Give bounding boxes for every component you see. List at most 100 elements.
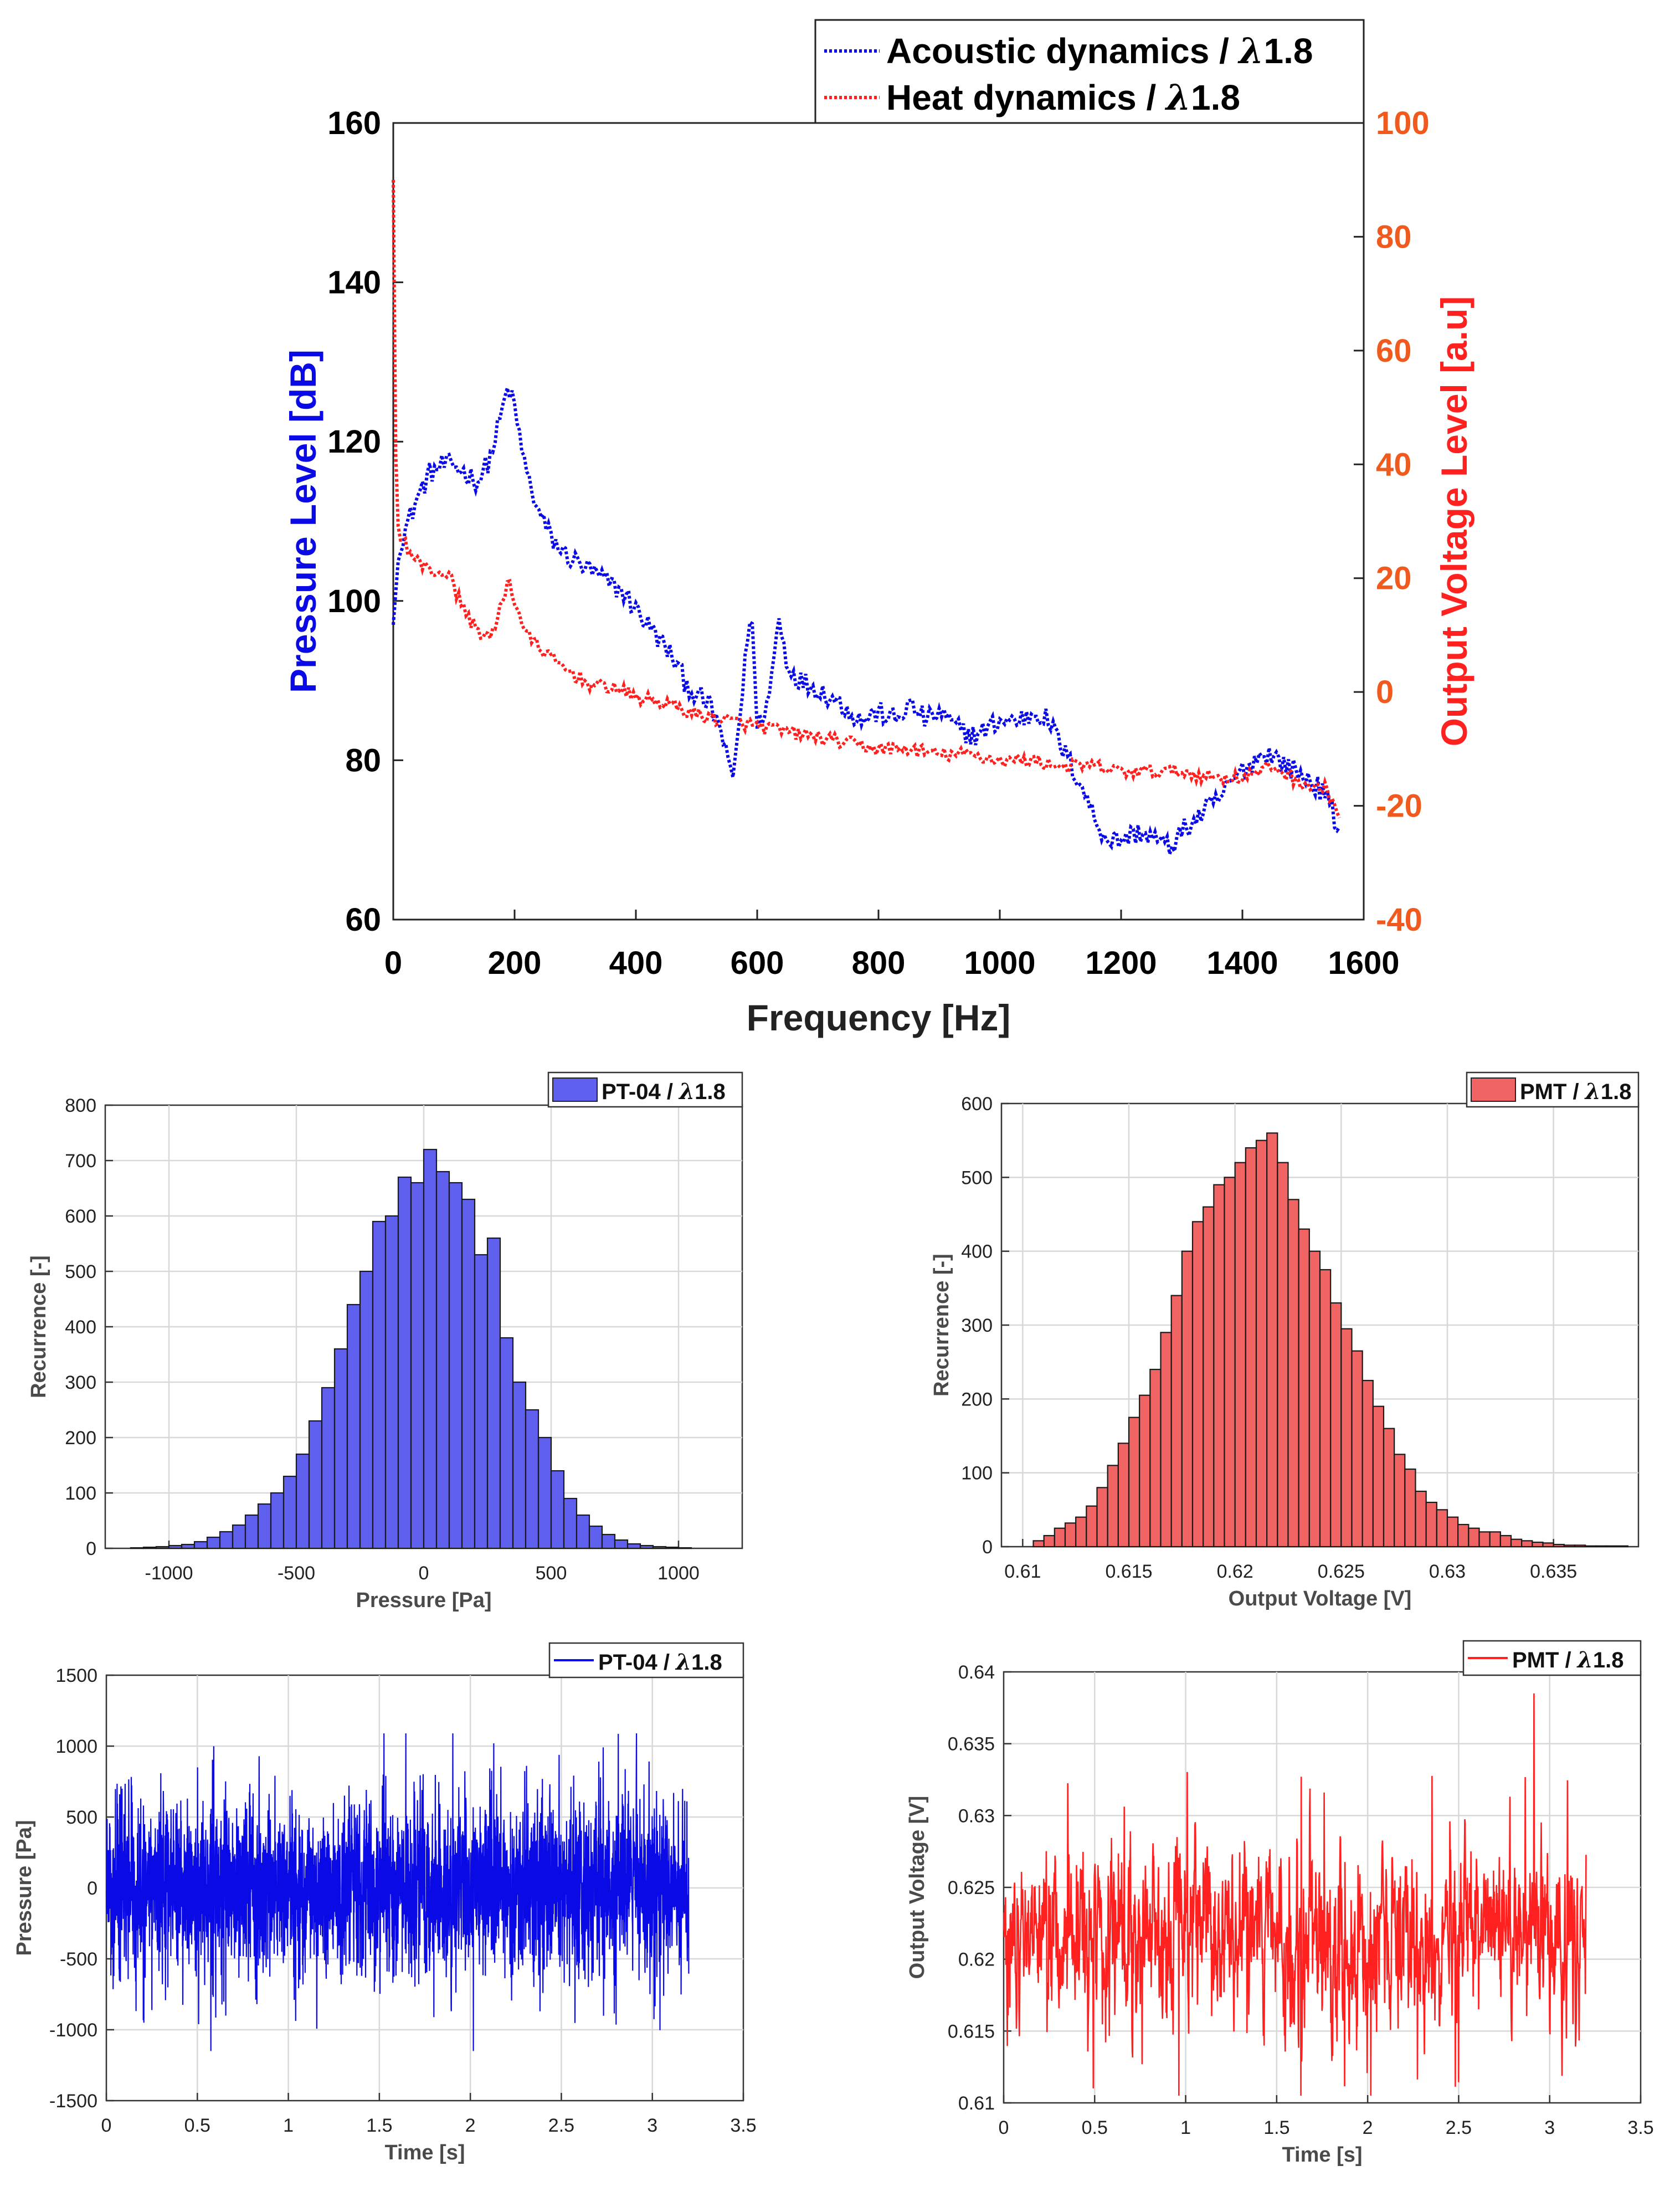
hist-pressure-bar bbox=[525, 1409, 540, 1549]
hist-voltage-bar bbox=[1181, 1250, 1194, 1548]
spectrum-y2tick-label: -20 bbox=[1376, 788, 1422, 824]
spectrum-ytick-label: 60 bbox=[345, 902, 381, 938]
hist-pressure-bar bbox=[410, 1182, 425, 1549]
hist-voltage-bar bbox=[1436, 1509, 1448, 1548]
hist-voltage-ytick-label: 200 bbox=[961, 1389, 993, 1410]
time-voltage-xtick-label: 0.5 bbox=[1082, 2117, 1108, 2138]
time-voltage-xtick-label: 1 bbox=[1180, 2117, 1191, 2138]
time-pressure-legend-label: PT-04 / λ1.8 bbox=[598, 1649, 722, 1675]
hist-pressure-bar bbox=[448, 1182, 463, 1549]
spectrum-y2tick-label: 60 bbox=[1376, 333, 1412, 369]
spectrum-y2label: Output Voltage Level [a.u] bbox=[1433, 296, 1474, 747]
hist-pressure-bar bbox=[308, 1420, 323, 1549]
hist-pressure-bar bbox=[181, 1543, 196, 1549]
time-pressure-xtick-label: 0 bbox=[101, 2115, 112, 2136]
time-voltage-xtick-label: 1.5 bbox=[1263, 2117, 1289, 2138]
hist-voltage-xtick-label: 0.61 bbox=[1004, 1561, 1041, 1582]
hist-voltage-bar bbox=[1149, 1368, 1162, 1548]
hist-pressure-xtick-label: -500 bbox=[278, 1563, 315, 1584]
hist-pressure-bar bbox=[601, 1533, 616, 1549]
hist-voltage-ytick-label: 0 bbox=[982, 1537, 993, 1558]
time-pressure-xtick-label: 3.5 bbox=[730, 2115, 756, 2136]
time-voltage-ytick-label: 0.635 bbox=[948, 1734, 995, 1755]
hist-voltage-xtick-label: 0.62 bbox=[1217, 1561, 1253, 1582]
spectrum-ytick-label: 80 bbox=[345, 742, 381, 778]
spectrum-legend-label: Acoustic dynamics / λ1.8 bbox=[886, 30, 1313, 72]
hist-pressure-bar bbox=[461, 1198, 476, 1549]
hist-pressure-bar bbox=[142, 1546, 157, 1549]
time-voltage-ytick-label: 0.625 bbox=[948, 1877, 995, 1898]
hist-pressure-bar bbox=[372, 1220, 387, 1549]
hist-voltage-bar bbox=[1170, 1295, 1183, 1548]
spectrum-xtick-label: 1200 bbox=[1085, 945, 1157, 981]
time-pressure-xtick-label: 3 bbox=[647, 2115, 657, 2136]
hist-pressure-bar bbox=[206, 1536, 221, 1549]
spectrum-y2tick-label: 40 bbox=[1376, 446, 1412, 483]
voltage-histogram-chart: 0.61 0.615 0.62 0.625 0.63 0.635 0 100 200 300 400… bbox=[930, 1071, 1640, 1610]
hist-pressure-bar bbox=[321, 1387, 336, 1549]
hist-voltage-bar bbox=[1394, 1454, 1406, 1548]
time-voltage-ytick-label: 0.64 bbox=[958, 1662, 995, 1683]
hist-voltage-bar bbox=[1478, 1531, 1491, 1548]
time-pressure-signal-line bbox=[105, 1733, 690, 2051]
hist-pressure-ytick-label: 100 bbox=[65, 1483, 96, 1504]
hist-pressure-bar bbox=[270, 1492, 285, 1549]
hist-voltage-bar bbox=[1043, 1534, 1055, 1548]
time-pressure-ylabel: Pressure [Pa] bbox=[13, 1820, 36, 1956]
hist-voltage-bar bbox=[1616, 1545, 1628, 1548]
hist-voltage-bar bbox=[1457, 1523, 1470, 1548]
spectrum-xtick-label: 1600 bbox=[1328, 945, 1399, 981]
hist-voltage-ytick-label: 400 bbox=[961, 1241, 993, 1262]
time-pressure-ytick-label: -500 bbox=[60, 1949, 97, 1970]
spectrum-xtick-label: 600 bbox=[731, 945, 784, 981]
hist-pressure-bar bbox=[588, 1525, 603, 1549]
hist-pressure-legend-swatch bbox=[552, 1077, 598, 1102]
hist-voltage-xtick-label: 0.63 bbox=[1429, 1561, 1466, 1582]
hist-voltage-bar bbox=[1595, 1545, 1607, 1548]
hist-voltage-bar bbox=[1032, 1540, 1045, 1548]
hist-voltage-bar bbox=[1361, 1379, 1374, 1548]
hist-pressure-ytick-label: 200 bbox=[65, 1428, 96, 1449]
time-pressure-xlabel: Time [s] bbox=[384, 2141, 465, 2164]
spectrum-xtick-label: 200 bbox=[488, 945, 542, 981]
hist-voltage-bar bbox=[1298, 1228, 1310, 1548]
time-pressure-ytick-label: 500 bbox=[66, 1807, 97, 1828]
spectrum-xtick-label: 800 bbox=[852, 945, 906, 981]
time-pressure-ytick-label: 1500 bbox=[55, 1665, 97, 1686]
hist-voltage-bar bbox=[1213, 1184, 1225, 1548]
time-pressure-ytick-label: -1500 bbox=[49, 2091, 97, 2112]
spectrum-ytick-label: 120 bbox=[327, 424, 381, 460]
hist-voltage-bar bbox=[1404, 1468, 1416, 1548]
hist-voltage-bar bbox=[1446, 1516, 1459, 1548]
time-voltage-legend: PMT / λ1.8 bbox=[1462, 1640, 1642, 1676]
hist-pressure-ylabel: Recurrence [-] bbox=[27, 1255, 50, 1398]
hist-pressure-xtick-label: 0 bbox=[419, 1563, 429, 1584]
hist-voltage-bar bbox=[1499, 1534, 1512, 1548]
time-voltage-ytick-label: 0.63 bbox=[958, 1805, 995, 1826]
hist-voltage-bar bbox=[1319, 1269, 1332, 1548]
hist-pressure-bar bbox=[550, 1470, 565, 1549]
hist-pressure-bar bbox=[232, 1524, 246, 1549]
time-pressure-xtick-label: 0.5 bbox=[184, 2115, 210, 2136]
time-voltage-xtick-label: 2.5 bbox=[1446, 2117, 1472, 2138]
time-voltage-ytick-label: 0.62 bbox=[958, 1949, 995, 1970]
spectrum-xtick-label: 400 bbox=[609, 945, 663, 981]
spectrum-series-line-heat bbox=[392, 179, 1341, 819]
hist-pressure-bar bbox=[333, 1348, 348, 1549]
hist-pressure-bar bbox=[257, 1503, 272, 1549]
hist-pressure-bar bbox=[155, 1546, 170, 1549]
time-pressure-xtick-label: 1 bbox=[283, 2115, 294, 2136]
hist-pressure-ytick-label: 0 bbox=[86, 1538, 96, 1559]
spectrum-y2tick-label: 100 bbox=[1376, 105, 1430, 141]
hist-voltage-bar bbox=[1139, 1394, 1151, 1548]
hist-voltage-legend-swatch bbox=[1471, 1077, 1516, 1102]
spectrum-xtick-label: 1400 bbox=[1206, 945, 1278, 981]
spectrum-plot-area bbox=[392, 122, 1365, 921]
hist-pressure-bar bbox=[193, 1541, 208, 1549]
hist-pressure-bar bbox=[435, 1171, 450, 1549]
spectrum-legend: Acoustic dynamics / λ1.8 Heat dynamics / … bbox=[814, 19, 1365, 124]
hist-voltage-bar bbox=[1128, 1416, 1140, 1548]
hist-pressure-bar bbox=[626, 1543, 641, 1549]
hist-pressure-bar bbox=[486, 1237, 501, 1549]
hist-voltage-bar bbox=[1277, 1162, 1289, 1548]
